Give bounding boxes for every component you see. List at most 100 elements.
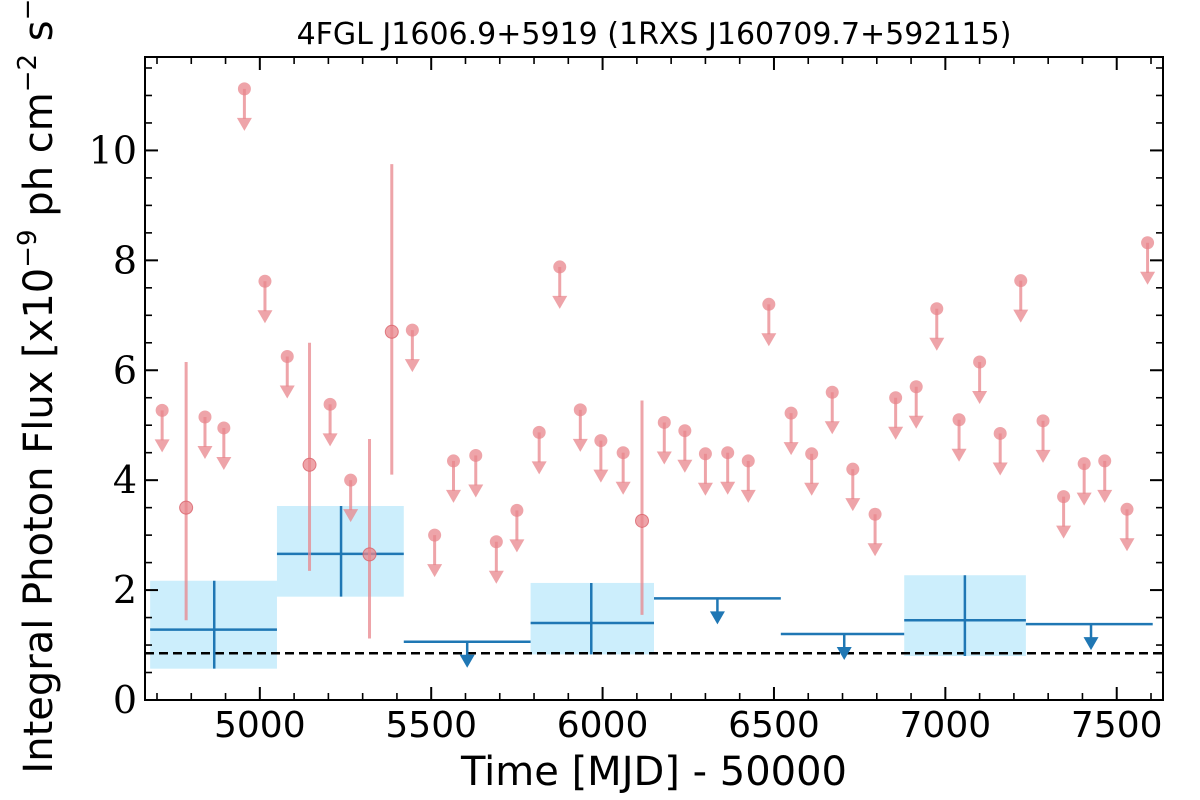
- short-bin-upper-limit-marker: [258, 274, 272, 288]
- short-bin-upper-limit-marker: [889, 391, 903, 405]
- short-bin-upper-limit-arrow: [656, 451, 672, 465]
- short-bin-upper-limit-arrow: [908, 415, 924, 429]
- short-bin-upper-limit-marker: [405, 323, 419, 337]
- short-bin-upper-limit-marker: [323, 397, 337, 411]
- plot-frame: [144, 56, 1164, 701]
- short-bin-upper-limit-marker: [825, 385, 839, 399]
- short-bin-upper-limit-arrow: [593, 469, 609, 483]
- short-bin-upper-limit-marker: [344, 473, 358, 487]
- y-tick-label: 10: [89, 128, 137, 172]
- short-bin-series: [154, 82, 1156, 639]
- short-bin-upper-limit-marker: [909, 380, 923, 394]
- axes: 5000 5500 6000 6500 7000 7500 0 2 4 6 8 10: [89, 56, 1164, 746]
- short-bin-upper-limit-arrow: [992, 462, 1008, 476]
- short-bin-point: [635, 513, 650, 528]
- short-bin-upper-limit-arrow: [445, 489, 461, 503]
- x-axis-label: Time [MJD] - 50000: [460, 749, 847, 795]
- short-bin-upper-limit-marker: [1036, 414, 1050, 428]
- short-bin-upper-limit-arrow: [783, 442, 799, 456]
- short-bin-upper-limit-marker: [469, 448, 483, 462]
- chart-title: 4FGL J1606.9+5919 (1RXS J160709.7+592115…: [297, 17, 1012, 52]
- short-bin-upper-limit-arrow: [888, 426, 904, 440]
- long-bin-upper-limit-arrow: [836, 647, 852, 661]
- short-bin-upper-limit-arrow: [615, 481, 631, 495]
- short-bin-upper-limit-marker: [532, 425, 546, 439]
- short-bin-upper-limit-arrow: [867, 543, 883, 557]
- x-tick-label: 6000: [557, 705, 649, 746]
- short-bin-upper-limit-arrow: [343, 509, 359, 523]
- short-bin-upper-limit-arrow: [720, 481, 736, 495]
- y-tick-label: 6: [113, 348, 137, 392]
- short-bin-upper-limit-marker: [1057, 490, 1071, 504]
- x-tick-label: 5000: [214, 705, 306, 746]
- y-tick-label: 8: [113, 238, 137, 282]
- short-bin-upper-limit-arrow: [552, 295, 568, 309]
- short-bin-upper-limit-marker: [868, 507, 882, 521]
- short-bin-upper-limit-arrow: [572, 438, 588, 452]
- short-bin-upper-limit-arrow: [216, 456, 232, 470]
- short-bin-upper-limit-marker: [594, 434, 608, 448]
- short-bin-upper-limit-arrow: [1056, 525, 1072, 539]
- long-bin-upper-limit-arrow: [459, 654, 475, 668]
- short-bin-upper-limit-arrow: [154, 439, 170, 453]
- y-axis-label-exponent-3: −1: [13, 0, 43, 20]
- short-bin-upper-limit-marker: [784, 406, 798, 420]
- short-bin-upper-limit-arrow: [972, 391, 988, 405]
- short-bin-upper-limit-arrow: [697, 482, 713, 496]
- short-bin-upper-limit-marker: [489, 535, 503, 549]
- short-bin-upper-limit-marker: [1098, 454, 1112, 468]
- short-bin-upper-limit-marker: [573, 403, 587, 417]
- short-bin-upper-limit-arrow: [1035, 449, 1051, 463]
- short-bin-upper-limit-arrow: [427, 564, 443, 578]
- short-bin-upper-limit-arrow: [1013, 309, 1029, 323]
- short-bin-upper-limit-marker: [217, 421, 231, 435]
- short-bin-upper-limit-marker: [1014, 274, 1028, 288]
- short-bin-upper-limit-arrow: [824, 421, 840, 435]
- short-bin-upper-limit-marker: [741, 454, 755, 468]
- short-bin-upper-limit-arrow: [740, 489, 756, 503]
- short-bin-upper-limit-marker: [657, 415, 671, 429]
- short-bin-upper-limit-arrow: [531, 461, 547, 475]
- short-bin-upper-limit-arrow: [197, 445, 213, 459]
- short-bin-upper-limit-marker: [198, 410, 212, 424]
- short-bin-upper-limit-marker: [155, 403, 169, 417]
- short-bin-upper-limit-marker: [1120, 502, 1134, 516]
- x-tick-label: 7500: [1071, 705, 1163, 746]
- short-bin-upper-limit-marker: [553, 260, 567, 274]
- short-bin-upper-limit-marker: [846, 462, 860, 476]
- short-bin-upper-limit-marker: [1141, 236, 1155, 250]
- short-bin-upper-limit-arrow: [257, 310, 273, 324]
- y-axis-label-part-2: ph cm: [16, 92, 62, 229]
- short-bin-upper-limit-marker: [510, 503, 524, 517]
- short-bin-upper-limit-arrow: [845, 498, 861, 512]
- short-bin-upper-limit-marker: [952, 413, 966, 427]
- short-bin-upper-limit-marker: [762, 297, 776, 311]
- short-bin-upper-limit-arrow: [677, 459, 693, 473]
- short-bin-upper-limit-marker: [678, 424, 692, 438]
- short-bin-point: [362, 547, 377, 562]
- short-bin-upper-limit-marker: [973, 355, 987, 369]
- short-bin-upper-limit-marker: [805, 447, 819, 461]
- short-bin-upper-limit-arrow: [468, 484, 484, 498]
- short-bin-upper-limit-marker: [698, 447, 712, 461]
- short-bin-upper-limit-arrow: [1119, 538, 1135, 552]
- y-tick-label: 0: [113, 678, 137, 722]
- short-bin-upper-limit-arrow: [279, 385, 295, 399]
- long-bin-upper-limit-arrow: [1083, 637, 1099, 651]
- long-bin-upper-limit-arrow: [709, 611, 725, 625]
- short-bin-point: [302, 457, 317, 472]
- y-axis-label-part-3: s: [16, 20, 62, 54]
- short-bin-upper-limit-arrow: [1097, 489, 1113, 503]
- x-tick-label: 6500: [728, 705, 820, 746]
- short-bin-point: [384, 324, 399, 339]
- short-bin-upper-limit-arrow: [1076, 492, 1092, 506]
- short-bin-upper-limit-arrow: [761, 333, 777, 347]
- short-bin-upper-limit-marker: [616, 446, 630, 460]
- short-bin-upper-limit-arrow: [951, 448, 967, 462]
- short-bin-upper-limit-marker: [993, 426, 1007, 440]
- y-axis-label-exponent-2: −2: [13, 54, 43, 92]
- short-bin-upper-limit-arrow: [1140, 271, 1156, 285]
- y-axis-label: Integral Photon Flux [x10−9 ph cm−2 s−1]: [13, 0, 62, 774]
- short-bin-point: [179, 500, 194, 515]
- y-tick-label: 4: [113, 458, 137, 502]
